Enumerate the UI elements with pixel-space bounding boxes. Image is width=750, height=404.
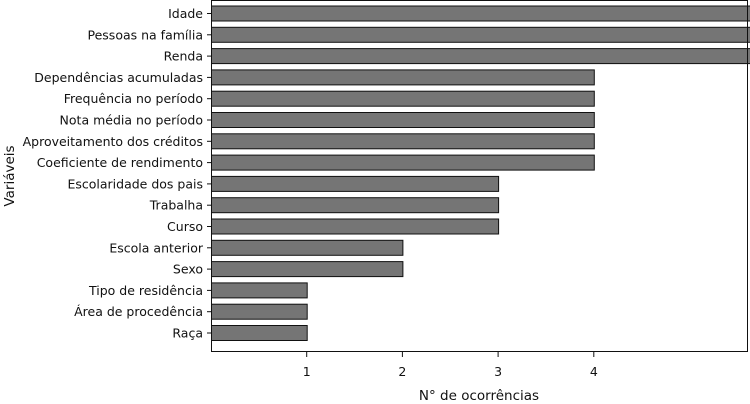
x-tick-label: 1 [303,364,311,379]
category-label: Trabalha [149,198,203,213]
bar [211,112,595,128]
category-label: Pessoas na família [88,27,203,42]
bar [211,69,595,86]
bar [211,218,500,235]
bar [211,303,308,320]
category-label: Sexo [173,262,203,277]
bar [211,26,750,43]
x-tick-label: 4 [590,364,598,379]
category-label: Coeficiente de rendimento [37,155,203,170]
x-tick-label: 3 [494,364,502,379]
bar [211,282,308,299]
category-label: Raça [172,326,203,341]
category-label: Nota média no período [60,113,203,128]
bar [211,5,750,22]
bar [211,175,500,192]
bar [211,325,308,341]
category-label: Dependências acumuladas [34,70,203,85]
bar [211,133,595,150]
category-label: Escola anterior [109,240,203,255]
category-label: Escolaridade dos pais [67,176,203,191]
bars-group [211,5,750,341]
category-labels: Idade Pessoas na família Renda Dependências… [23,6,211,341]
category-label: Aproveitamento dos créditos [23,134,203,149]
bar [211,197,500,214]
bar [211,48,750,65]
x-tick-label: 2 [398,364,406,379]
bar [211,154,595,171]
category-label: Área de procedência [74,304,203,319]
category-label: Tipo de residência [88,283,203,298]
y-axis-title: Variáveis [2,145,18,206]
x-axis-ticks: 12346 [303,352,598,379]
category-label: Idade [168,6,203,21]
category-label: Curso [167,219,203,234]
bar [211,239,404,256]
category-label: Renda [164,49,203,64]
bar [211,90,595,107]
category-label: Frequência no período [64,91,203,106]
plot-frame [211,0,748,352]
x-axis-title: N° de ocorrências [419,388,539,404]
bar [211,261,404,278]
